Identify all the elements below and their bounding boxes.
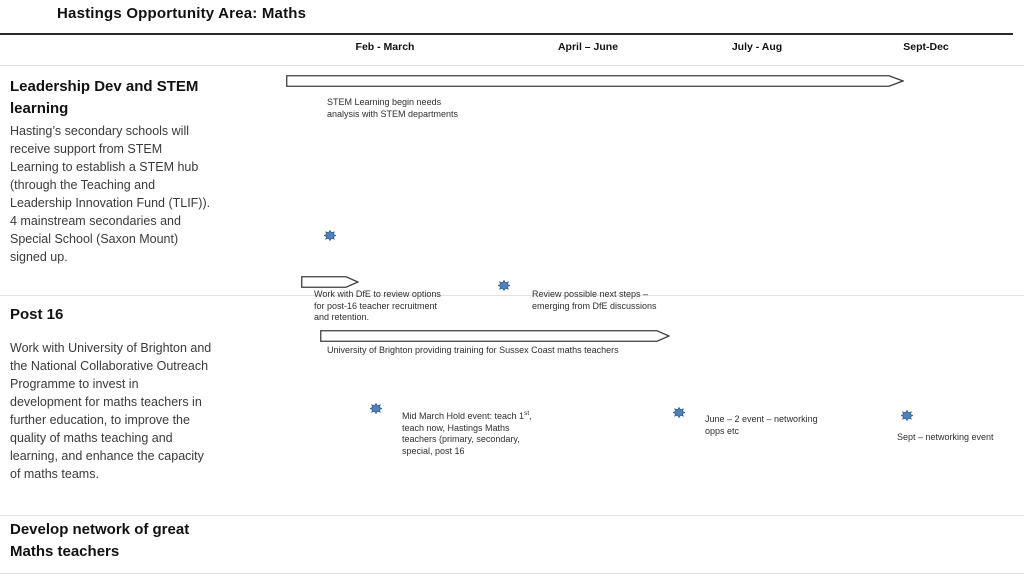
star-icon [370, 403, 382, 414]
title-divider [0, 33, 1013, 35]
column-header-july-aug: July - Aug [731, 41, 783, 53]
section-develop-network: Develop network of great Maths teachers [10, 519, 262, 563]
right-arrow-icon [320, 330, 670, 342]
milestone-star [901, 410, 913, 421]
section-heading: Leadership Dev and STEM learning [10, 78, 199, 117]
column-header-sept-dec: Sept-Dec [903, 41, 949, 53]
note-text: , teach now, Hastings Maths teachers (pr… [402, 411, 532, 456]
note-dfe-review: Work with DfE to review options for post… [314, 289, 441, 322]
star-icon [901, 410, 913, 421]
note-sept-event: Sept – networking event [897, 432, 994, 442]
timeline-arrow-stem-analysis [286, 75, 904, 87]
row-divider [0, 295, 1024, 296]
note-stem-needs-analysis: STEM Learning begin needs analysis with … [327, 97, 459, 119]
page-title: Hastings Opportunity Area: Maths [57, 5, 307, 22]
column-header-feb-march: Feb - March [355, 41, 415, 53]
note-mid-march-event: Mid March Hold event: teach 1st, teach n… [402, 408, 544, 457]
bottom-divider [0, 573, 1024, 574]
section-heading: Post 16 [10, 306, 64, 323]
column-header-april-june: April – June [557, 41, 619, 53]
section-body: Work with University of Brighton and the… [10, 341, 212, 481]
star-icon [498, 280, 510, 291]
milestone-star [370, 403, 382, 414]
star-icon [673, 407, 685, 418]
milestone-star [324, 230, 336, 241]
note-next-steps: Review possible next steps – emerging fr… [532, 289, 657, 311]
note-text: Mid March Hold event: teach 1 [402, 411, 525, 421]
milestone-star [498, 280, 510, 291]
section-heading: Develop network of great Maths teachers [10, 521, 190, 560]
note-uob-training: University of Brighton providing trainin… [327, 345, 619, 355]
right-arrow-icon [301, 276, 359, 288]
note-june-event: June – 2 event – networking opps etc [705, 414, 818, 436]
ordinal-suffix: st [524, 410, 530, 417]
milestone-star [673, 407, 685, 418]
timeline-arrow-uob-training [320, 330, 670, 342]
section-leadership-stem: Leadership Dev and STEM learning Hasting… [10, 76, 262, 266]
timeline-arrow-dfe-review [301, 276, 359, 288]
header-divider [0, 65, 1024, 66]
section-post-16: Post 16 Work with University of Brighton… [10, 304, 262, 483]
section-body: Hasting’s secondary schools will receive… [10, 124, 211, 264]
row-divider [0, 515, 1024, 516]
star-icon [324, 230, 336, 241]
right-arrow-icon [286, 75, 904, 87]
